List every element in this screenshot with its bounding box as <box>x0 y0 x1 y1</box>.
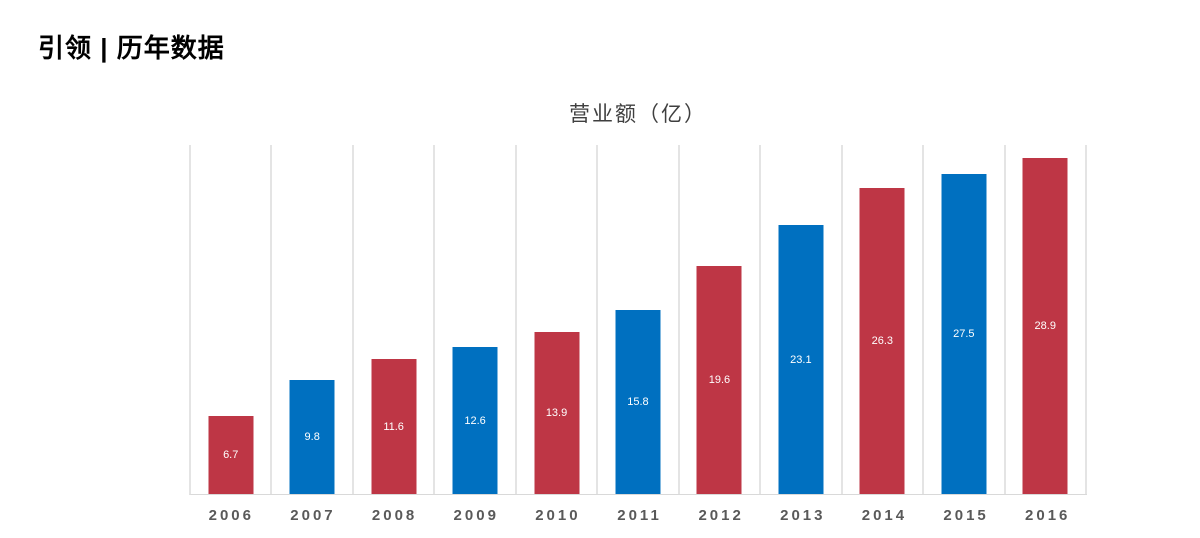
plot-area: 6.7 9.8 11.6 12.6 13.9 15.8 19.6 23.1 26.3 27.5 28… <box>189 145 1087 495</box>
bar-value-label-2011: 15.8 <box>627 396 649 409</box>
bar-2013: 23.1 <box>778 225 824 494</box>
x-tick-2016: 2016 <box>1025 507 1071 524</box>
bar-2011: 15.8 <box>615 310 661 494</box>
x-tick-2007: 2007 <box>290 507 336 524</box>
bar-value-label-2010: 13.9 <box>545 407 568 420</box>
x-tick-2006: 2006 <box>208 507 254 524</box>
category-column-2012: 19.6 <box>680 145 762 494</box>
bar-value-label-2016: 28.9 <box>1034 319 1056 332</box>
x-tick-2010: 2010 <box>535 507 581 524</box>
x-tick-2015: 2015 <box>943 507 989 524</box>
x-tick-2014: 2014 <box>861 507 908 524</box>
category-column-2007: 9.8 <box>272 145 354 494</box>
bar-value-label-2009: 12.6 <box>464 414 486 427</box>
category-column-2013: 23.1 <box>761 145 843 494</box>
x-tick-2013: 2013 <box>780 507 826 524</box>
page-title: 引领 | 历年数据 <box>38 33 225 63</box>
category-column-2011: 15.8 <box>598 145 680 494</box>
chart-title: 营业额（亿） <box>569 102 707 126</box>
x-tick-2009: 2009 <box>453 507 499 524</box>
category-column-2010: 13.9 <box>517 145 599 494</box>
bar-2008: 11.6 <box>371 359 417 494</box>
category-column-2014: 26.3 <box>843 145 925 494</box>
bar-value-label-2006: 6.7 <box>223 449 239 462</box>
x-tick-2008: 2008 <box>371 507 418 524</box>
x-tick-2011: 2011 <box>617 507 662 524</box>
bar-2010: 13.9 <box>534 332 580 494</box>
bar-value-label-2014: 26.3 <box>871 335 894 348</box>
bar-2015: 27.5 <box>941 174 987 494</box>
bar-value-label-2013: 23.1 <box>790 353 812 366</box>
x-axis-labels: 2006 2007 2008 2009 2010 2011 2012 2013 2014 2015… <box>189 507 1087 524</box>
bar-2007: 9.8 <box>289 380 335 494</box>
category-column-2009: 12.6 <box>435 145 517 494</box>
bar-value-label-2015: 27.5 <box>953 328 975 341</box>
category-column-2015: 27.5 <box>924 145 1006 494</box>
category-column-2008: 11.6 <box>354 145 436 494</box>
category-column-2016: 28.9 <box>1006 145 1087 494</box>
category-column-2006: 6.7 <box>191 145 273 494</box>
bar-2012: 19.6 <box>696 266 742 494</box>
bar-2006: 6.7 <box>208 416 254 494</box>
bar-value-label-2008: 11.6 <box>383 420 404 433</box>
bar-2009: 12.6 <box>452 347 498 494</box>
bar-value-label-2007: 9.8 <box>304 431 320 443</box>
x-tick-2012: 2012 <box>698 507 744 524</box>
bar-2016: 28.9 <box>1022 157 1068 494</box>
bar-value-label-2012: 19.6 <box>708 374 731 386</box>
bar-2014: 26.3 <box>859 188 905 494</box>
